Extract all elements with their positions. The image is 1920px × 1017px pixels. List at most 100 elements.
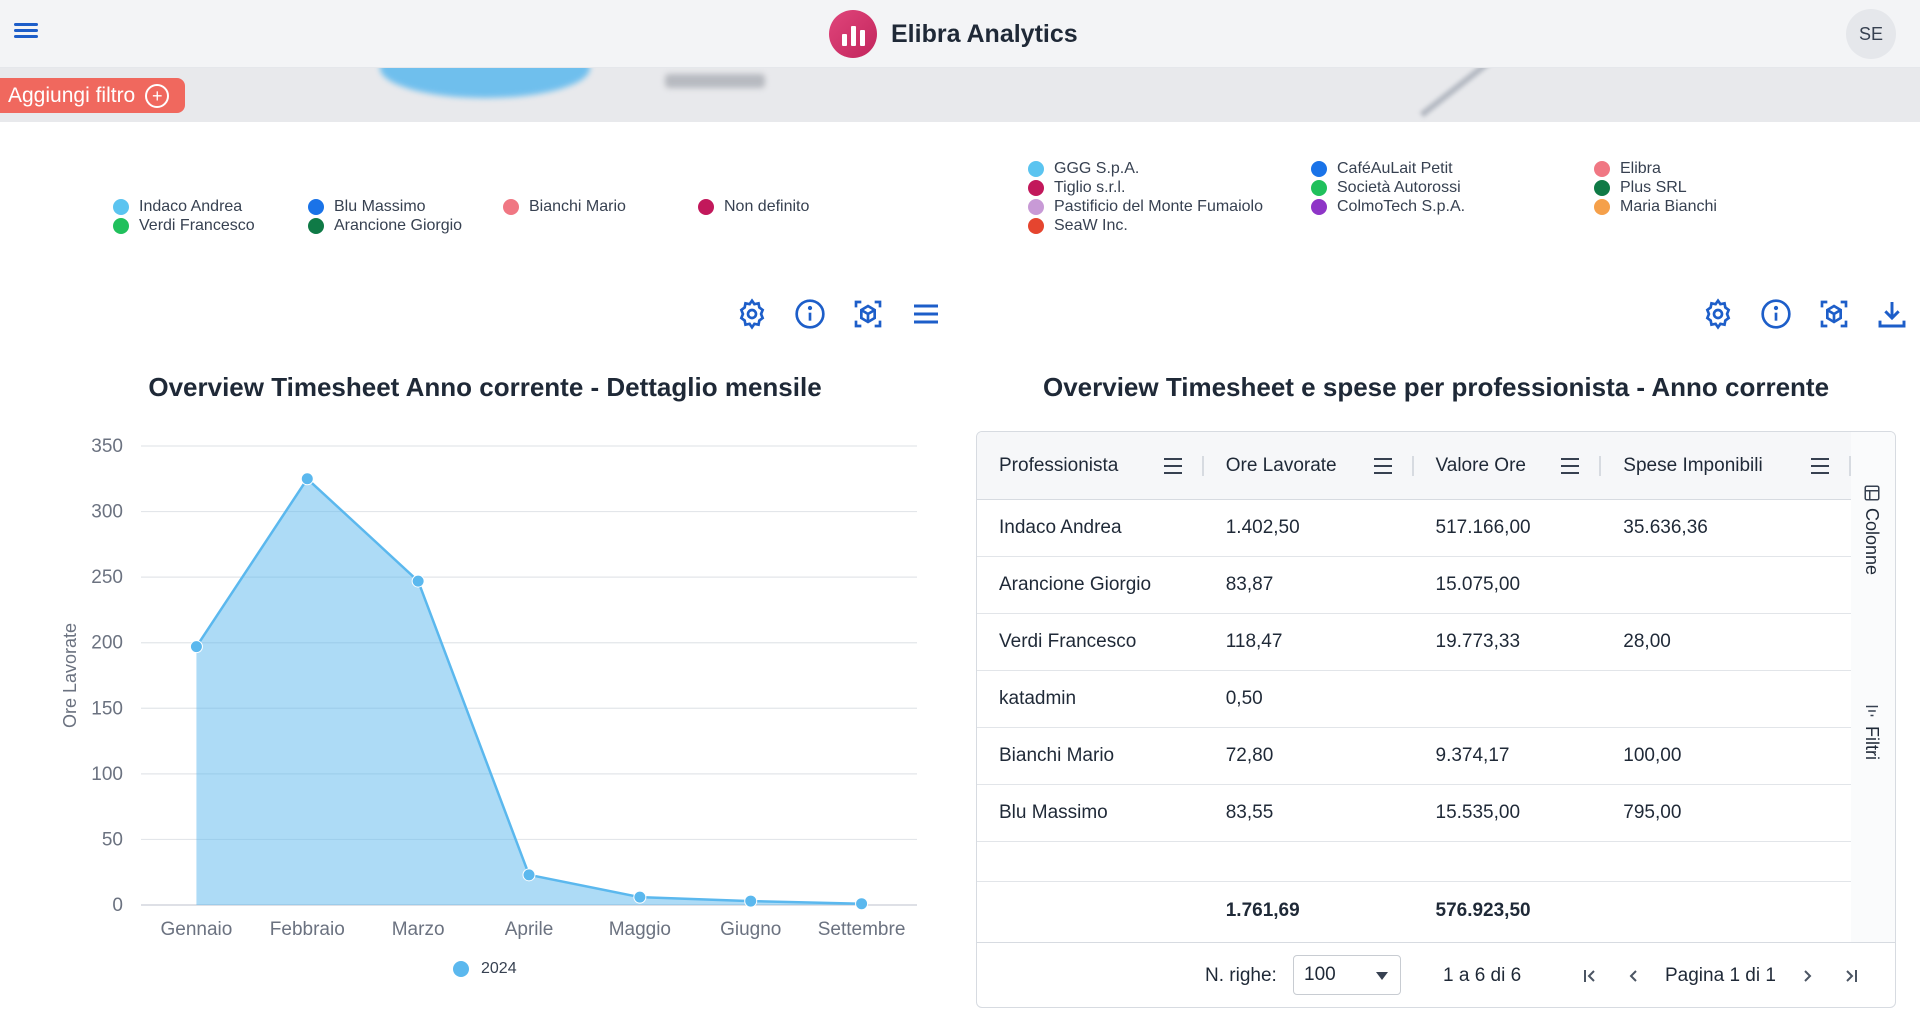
next-page-icon[interactable] — [1794, 963, 1820, 989]
column-separator[interactable] — [1599, 456, 1602, 476]
legend-item[interactable]: GGG S.p.A. — [1028, 159, 1311, 178]
column-header-ore-lavorate[interactable]: Ore Lavorate — [1204, 432, 1414, 499]
x-tick-label: Marzo — [392, 919, 445, 940]
legend-item[interactable]: Verdi Francesco — [113, 216, 308, 235]
y-tick-label: 0 — [112, 895, 123, 916]
series-label: 2024 — [481, 960, 517, 977]
3d-cube-icon[interactable] — [852, 298, 884, 330]
table-cell: 35.636,36 — [1623, 517, 1708, 538]
gear-icon[interactable] — [1702, 298, 1734, 330]
menu-icon[interactable] — [910, 298, 942, 330]
legend-dot — [1028, 179, 1044, 196]
y-tick-label: 150 — [91, 698, 123, 719]
legend-dot — [1594, 179, 1610, 196]
legend-label: Arancione Giorgio — [334, 216, 463, 234]
column-header-valore-ore[interactable]: Valore Ore — [1414, 432, 1602, 499]
column-separator[interactable] — [1849, 456, 1851, 476]
column-header-professionista[interactable]: Professionista — [977, 432, 1204, 499]
add-filter-button[interactable]: Aggiungi filtro + — [0, 78, 186, 113]
series-dot — [453, 961, 469, 977]
side-tab-filters[interactable]: Filtri — [1861, 702, 1882, 760]
legend-item[interactable]: Non definito — [698, 197, 893, 216]
rows-per-page-label: N. righe: — [1205, 964, 1277, 986]
column-menu-icon[interactable] — [1811, 458, 1829, 474]
legend-item[interactable]: Società Autorossi — [1311, 178, 1594, 197]
user-avatar[interactable]: SE — [1846, 9, 1896, 59]
table-row[interactable]: Verdi Francesco 118,47 19.773,33 28,00 — [977, 614, 1851, 671]
legend-item[interactable]: Pastificio del Monte Fumaiolo — [1028, 197, 1311, 216]
column-separator[interactable] — [1411, 456, 1414, 476]
table-row[interactable]: Indaco Andrea 1.402,50 517.166,00 35.636,36 — [977, 500, 1851, 557]
column-menu-icon[interactable] — [1561, 458, 1580, 474]
legend-item[interactable]: CaféAuLait Petit — [1311, 159, 1594, 178]
chart-legend[interactable]: 2024 — [453, 960, 517, 978]
column-header-label: Valore Ore — [1435, 454, 1526, 476]
legend-dot — [308, 217, 324, 234]
column-separator[interactable] — [1201, 456, 1204, 476]
table-header: Professionista Ore Lavorate Valore Ore S… — [977, 432, 1851, 500]
blurred-line — [1419, 68, 1511, 118]
column-menu-icon[interactable] — [1373, 458, 1392, 474]
legend-item[interactable]: SeaW Inc. — [1028, 216, 1311, 235]
table-cell: Indaco Andrea — [999, 517, 1122, 538]
legend-dot — [1311, 198, 1327, 215]
table-cell: 72,80 — [1225, 745, 1274, 766]
grid-body: Professionista Ore Lavorate Valore Ore S… — [977, 432, 1852, 942]
legend-item[interactable]: Blu Massimo — [308, 197, 503, 216]
x-tick-label: Gennaio — [161, 919, 233, 940]
data-point — [744, 894, 758, 908]
download-icon[interactable] — [1876, 298, 1908, 330]
legend-label: Blu Massimo — [334, 197, 426, 215]
legend-dot — [1028, 198, 1044, 215]
y-tick-label: 350 — [91, 436, 123, 457]
area-chart: 0 50 100 150 200 250 300 350 Gennaio Febbraio Marz… — [60, 436, 917, 940]
column-header-label: Professionista — [999, 454, 1119, 476]
last-page-icon[interactable] — [1838, 963, 1864, 989]
data-point — [300, 472, 314, 486]
3d-cube-icon[interactable] — [1818, 298, 1850, 330]
legend-item[interactable]: Bianchi Mario — [503, 197, 698, 216]
table-cell: Arancione Giorgio — [999, 574, 1152, 595]
legend-dot — [698, 198, 714, 215]
previous-page-icon[interactable] — [1621, 963, 1647, 989]
table-cell: 28,00 — [1623, 631, 1671, 652]
table-row[interactable]: katadmin 0,50 — [977, 671, 1851, 728]
side-tab-filters-label: Filtri — [1862, 726, 1882, 760]
legend-dot — [113, 217, 129, 234]
legend-label: Indaco Andrea — [139, 197, 243, 215]
hamburger-menu-icon[interactable] — [14, 20, 38, 44]
y-tick-label: 50 — [102, 829, 123, 850]
side-tab-columns[interactable]: Colonne — [1861, 484, 1882, 575]
blurred-text — [665, 74, 765, 88]
legend-item[interactable]: Plus SRL — [1594, 178, 1814, 197]
legend-item[interactable]: Indaco Andrea — [113, 197, 308, 216]
gear-icon[interactable] — [736, 298, 768, 330]
row-range: 1 a 6 di 6 — [1443, 964, 1522, 986]
table-cell: 118,47 — [1225, 631, 1283, 652]
table-cell: 9.374,17 — [1435, 745, 1510, 766]
table-cell: 0,50 — [1225, 688, 1263, 709]
legend-item[interactable]: Tiglio s.r.l. — [1028, 178, 1311, 197]
legend-item[interactable]: ColmoTech S.p.A. — [1311, 197, 1594, 216]
info-icon[interactable] — [794, 298, 826, 330]
x-tick-label: Settembre — [818, 919, 906, 940]
column-header-label: Spese Imponibili — [1623, 454, 1763, 476]
rows-per-page-select[interactable]: 100 — [1293, 955, 1401, 995]
legend-label: ColmoTech S.p.A. — [1337, 197, 1466, 215]
legend-item[interactable]: Arancione Giorgio — [308, 216, 503, 235]
table-row[interactable]: Bianchi Mario 72,80 9.374,17 100,00 — [977, 728, 1851, 785]
legend-label: Pastificio del Monte Fumaiolo — [1054, 197, 1263, 215]
table-row[interactable]: Arancione Giorgio 83,87 15.075,00 — [977, 557, 1851, 614]
table-cell: Blu Massimo — [999, 802, 1108, 823]
legend-label: GGG S.p.A. — [1054, 159, 1140, 177]
rows-per-page-value: 100 — [1304, 964, 1336, 985]
table-cell: katadmin — [999, 688, 1077, 709]
legend-item[interactable]: Elibra — [1594, 159, 1814, 178]
table-row[interactable]: Blu Massimo 83,55 15.535,00 795,00 — [977, 785, 1851, 842]
column-header-spese-imponibili[interactable]: Spese Imponibili — [1601, 432, 1851, 499]
legend-dot — [1594, 198, 1610, 215]
column-menu-icon[interactable] — [1163, 458, 1182, 474]
info-icon[interactable] — [1760, 298, 1792, 330]
first-page-icon[interactable] — [1577, 963, 1603, 989]
legend-item[interactable]: Maria Bianchi — [1594, 197, 1814, 216]
